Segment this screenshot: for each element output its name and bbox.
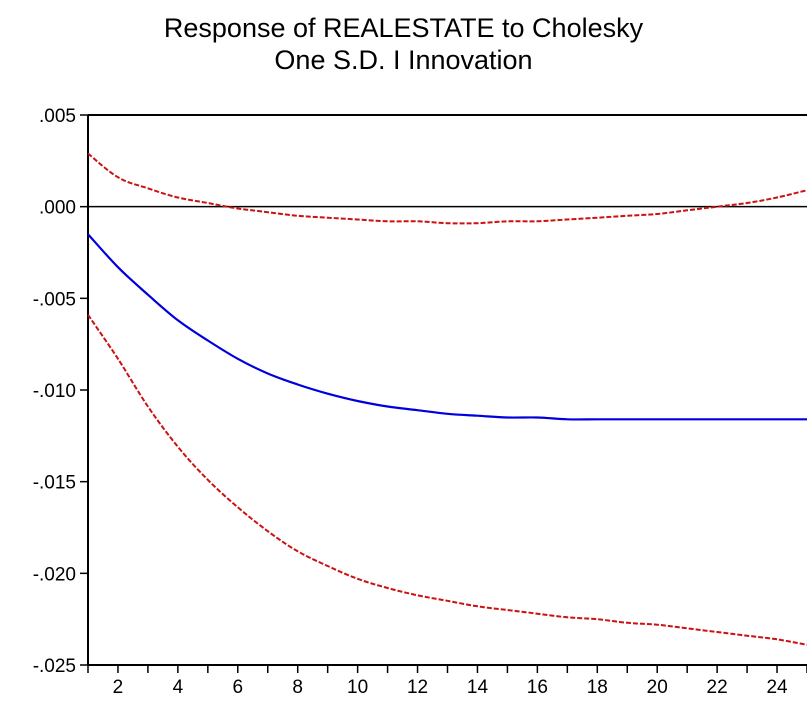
x-tick-label: 2: [113, 677, 124, 698]
x-tick-label: 24: [766, 677, 788, 698]
x-axis: 2 4 6 8 10 12 14 16 18 20 22 24: [87, 664, 807, 698]
x-tick-label: 14: [467, 677, 489, 698]
x-tick-label: 10: [347, 677, 368, 698]
plot-area: [87, 114, 807, 646]
series-line-upper-band: [87, 152, 807, 225]
x-tick-label: 20: [647, 677, 668, 698]
series-line-lower-band: [87, 314, 807, 646]
chart-title-line-2: One S.D. I Innovation: [274, 45, 533, 75]
y-tick-label: -.010: [33, 381, 76, 402]
y-tick-label: -.020: [33, 564, 76, 585]
y-tick-label: .005: [39, 106, 76, 127]
x-tick-label: 4: [173, 677, 184, 698]
x-tick-label: 22: [707, 677, 728, 698]
x-tick-label: 8: [292, 677, 303, 698]
chart-title-line-1: Response of REALESTATE to Cholesky: [163, 13, 644, 43]
y-tick-label: -.005: [33, 289, 76, 310]
x-tick-label: 18: [587, 677, 608, 698]
chart-title: Response of REALESTATE to Cholesky One S…: [0, 12, 807, 76]
x-tick-label: 12: [407, 677, 428, 698]
x-tick-label: 6: [233, 677, 244, 698]
x-tick-label: 16: [527, 677, 548, 698]
y-tick-label: .000: [39, 198, 76, 219]
y-tick-label: -.025: [33, 656, 76, 677]
y-axis: .005 .000 -.005 -.010 -.015 -.020 -.025: [33, 106, 89, 677]
y-tick-label: -.015: [33, 473, 76, 494]
series-line-response: [87, 233, 807, 421]
